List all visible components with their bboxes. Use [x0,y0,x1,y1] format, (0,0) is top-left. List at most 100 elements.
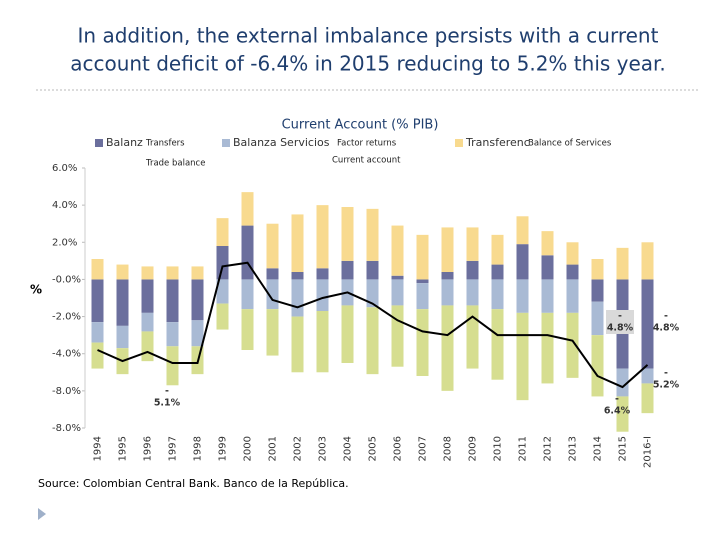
x-tick-label: 2013 [568,436,579,461]
x-tick-label: 2005 [368,436,379,461]
bar-segment [491,279,504,310]
bar-segment [366,279,379,308]
legend-overlay: Current account [332,156,401,166]
x-tick-label: 2004 [343,436,354,461]
bar-segment [466,260,479,280]
bar-segment [516,244,529,280]
legend-overlay: Transfers [145,139,185,149]
bar-segment [466,279,479,306]
bar-segment [291,316,304,373]
bar-segment [241,192,254,226]
bar-segment [541,312,554,384]
source: Source: Colombian Central Bank. Banco de… [38,477,349,490]
bar-segment [641,242,654,280]
bar-segment [466,305,479,369]
bar-segment [266,223,279,269]
y-tick-label: -8.0% [52,386,81,397]
bar-segment [91,279,104,323]
bar-segment [366,307,379,375]
x-tick-label: 2016-I [643,436,654,468]
bar-segment [316,268,329,280]
bar-segment [591,259,604,280]
bar-segment [116,325,129,349]
bar-segment [466,227,479,261]
bar-segment [141,331,154,362]
x-tick-label: 2009 [468,436,479,461]
y-tick-label: -4.0% [52,349,81,360]
bar-segment [166,266,179,280]
legend-label: Balanza Servicios [233,136,330,149]
legend-overlay: Factor returns [337,139,397,149]
annotation: 5.2% [653,380,680,391]
bar-segment [566,242,579,265]
bar-segment [441,279,454,306]
annotation: 6.4% [604,406,631,417]
bar-segment [416,309,429,376]
bar-segment [541,255,554,280]
slide-title: In addition, the external imbalance pers… [78,24,659,48]
bar-segment [216,303,229,330]
y-tick-label: -2.0% [52,312,81,323]
x-tick-label: 1996 [143,436,154,461]
chart-title: Current Account (% PIB) [282,118,439,133]
x-tick-label: 2012 [543,436,554,461]
bar-segment [541,231,554,256]
bar-segment [566,264,579,280]
bar-segment [591,301,604,336]
bar-segment [91,322,104,343]
bar-segment [141,266,154,280]
bar-segment [366,208,379,261]
bar-segment [391,305,404,367]
x-tick-label: 2000 [243,436,254,461]
bar-segment [341,260,354,280]
x-tick-label: 2011 [518,436,529,461]
bar-segment [266,309,279,356]
annotation: - [664,311,668,322]
bar-segment [416,279,429,284]
bar-segment [641,279,654,369]
slide-title: account deficit of -6.4% in 2015 reducin… [70,52,666,76]
legend-swatch [455,139,463,147]
x-tick-label: 1997 [168,436,179,461]
x-tick-label: 2007 [418,436,429,461]
x-tick-label: 2002 [293,436,304,461]
y-tick-label: 6.0% [52,163,77,174]
bar-segment [416,234,429,280]
x-tick-label: 1995 [118,436,129,461]
bar-segment [116,279,129,326]
legend-swatch [95,139,103,147]
bar-segment [141,312,154,332]
bar-segment [341,305,354,363]
annotation: - [618,311,622,322]
bar-segment [616,247,629,280]
bar-segment [341,207,354,261]
bar-segment [641,383,654,414]
bar-segment [166,279,179,323]
bar-segment [516,312,529,401]
annotation: 4.8% [607,323,634,334]
y-axis-label: % [30,283,42,297]
annotation: - [165,386,169,397]
bar-segment [441,227,454,272]
y-tick-label: 2.0% [52,237,77,248]
bar-segment [616,368,629,397]
legend-overlay: Balance of Services [528,139,612,149]
legend-label: Balanz [106,136,143,149]
y-tick-label: -0.0% [52,274,81,285]
legend-swatch [222,139,230,147]
y-tick-label: -8.0% [52,423,81,434]
bar-segment [391,225,404,276]
bar-segment [266,268,279,280]
x-tick-label: 1999 [218,436,229,461]
bar-segment [291,214,304,272]
bar-segment [441,305,454,391]
bar-segment [316,279,329,311]
x-tick-label: 2015 [618,436,629,461]
bar-segment [566,312,579,378]
x-tick-label: 2006 [393,436,404,461]
bar-segment [391,275,404,280]
bullet-arrow [38,508,46,520]
bar-segment [491,309,504,380]
